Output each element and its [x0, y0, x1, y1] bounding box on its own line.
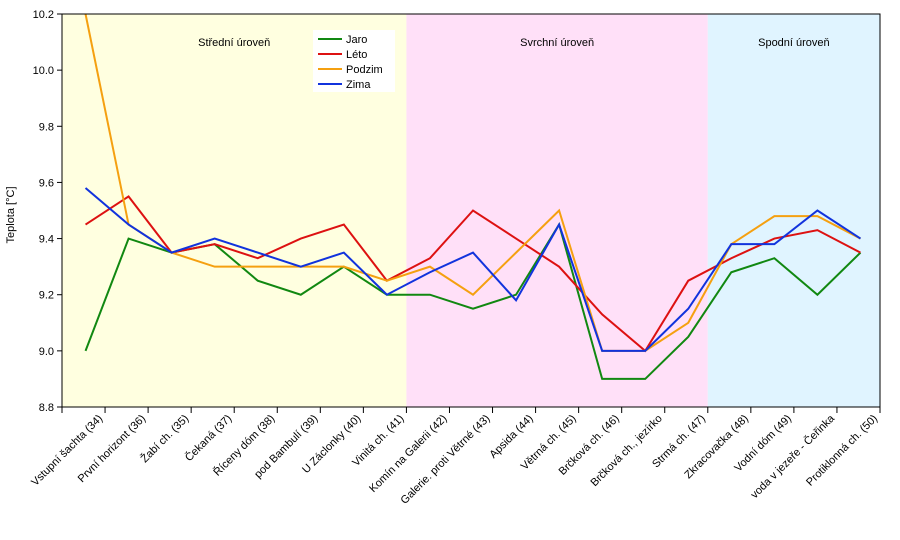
series-lines	[84, 13, 862, 380]
series-line-zima	[84, 187, 862, 352]
y-tick-label: 10.0	[33, 65, 54, 77]
series-line-léto	[84, 195, 861, 353]
region-band	[406, 14, 708, 407]
x-tick-label: Komín na Galerii (42)	[367, 413, 449, 495]
x-axis: Vstupní šachta (34)První horizont (36)Ža…	[29, 407, 881, 507]
level-regions	[62, 14, 880, 407]
legend: Jaro Léto Podzim Zima	[313, 30, 395, 92]
legend-label: Zima	[346, 79, 371, 91]
region-labels: Střední úroveň Svrchní úroveň Spodní úrove…	[198, 37, 830, 49]
legend-label: Léto	[346, 49, 367, 61]
y-axis-label: Teplota [°C]	[5, 187, 17, 244]
y-tick-label: 8.8	[39, 402, 54, 414]
y-tick-label: 10.2	[33, 9, 54, 21]
region-label: Střední úroveň	[198, 37, 270, 49]
x-tick-label: Brčková ch., jezírko	[589, 413, 665, 489]
legend-label: Jaro	[346, 34, 367, 46]
y-tick-label: 9.6	[39, 177, 54, 189]
y-tick-label: 9.8	[39, 121, 54, 133]
x-tick-label: voda v jezeře - Čeřinka	[748, 411, 838, 501]
legend-box	[313, 30, 395, 92]
region-label: Spodní úroveň	[758, 37, 830, 49]
y-tick-label: 9.0	[39, 346, 54, 358]
x-tick-label: Protiklonná ch. (50)	[804, 413, 880, 489]
y-tick-label: 9.4	[39, 234, 54, 246]
y-axis: 8.8 9.0 9.2 9.4 9.6 9.8 10.0 10.2	[33, 9, 62, 414]
plot-frame	[61, 13, 881, 408]
x-tick-label: Galerie. proti Větrné (43)	[399, 413, 493, 507]
region-band	[707, 14, 880, 407]
y-tick-label: 9.2	[39, 290, 54, 302]
legend-label: Podzim	[346, 64, 383, 76]
region-label: Svrchní úroveň	[520, 37, 594, 49]
x-tick-label: Vstupní šachta (34)	[29, 413, 105, 489]
